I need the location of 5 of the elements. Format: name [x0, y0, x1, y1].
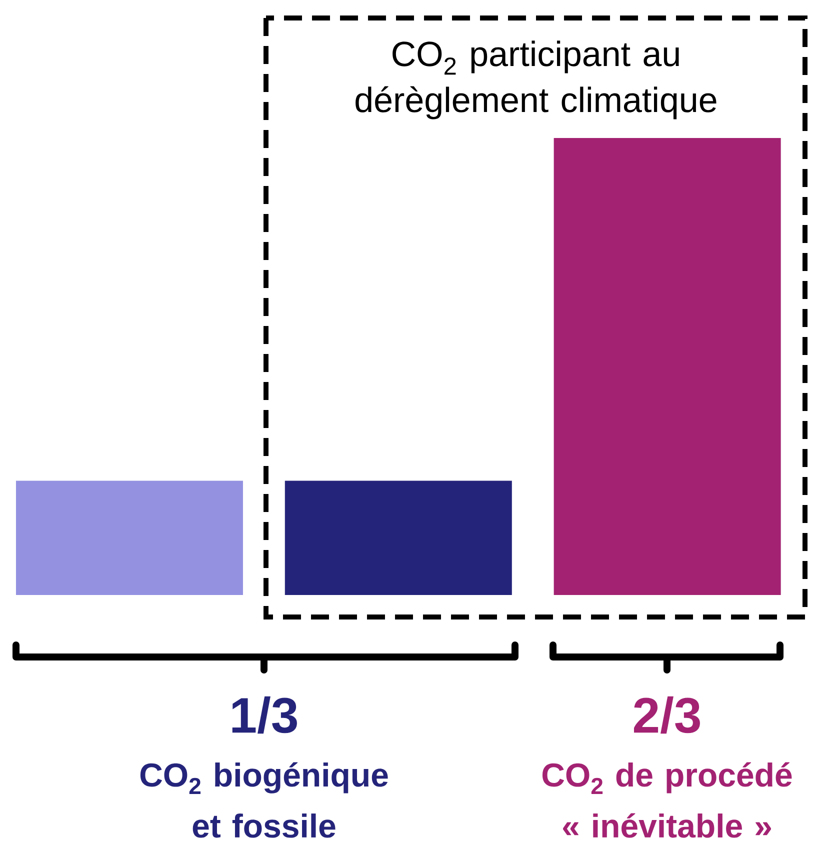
text: CO$_{2}$ de procédé « inévitable » — [542, 762, 792, 838]
text: CO$_{2}$ biogénique et fossile — [140, 762, 388, 838]
text: 2/3 — [634, 696, 700, 734]
text: 1/3 — [232, 696, 297, 734]
text: CO$_{2}$ participant au dérèglement climatique — [356, 40, 716, 120]
